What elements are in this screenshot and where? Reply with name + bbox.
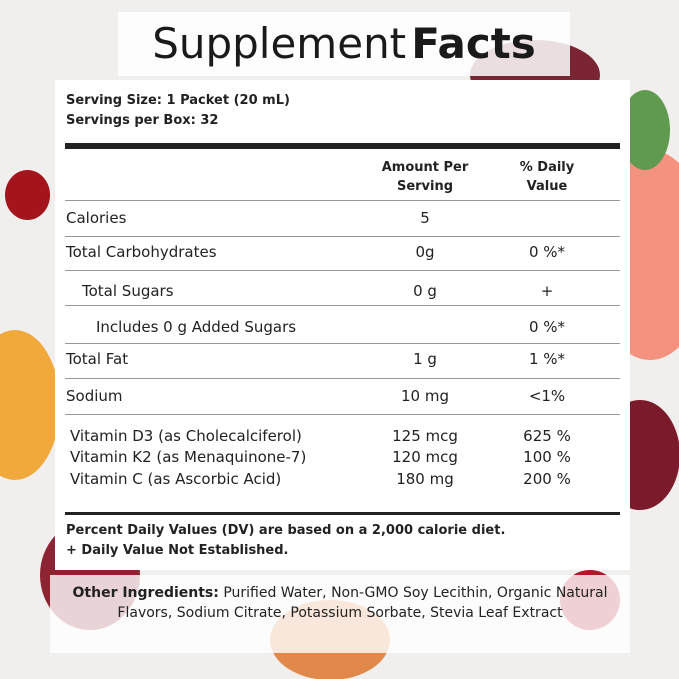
footnote: + Daily Value Not Established. — [66, 543, 289, 558]
column-header: % Daily Value — [519, 160, 575, 194]
row-dv: 0 %* — [528, 318, 566, 336]
title-bold: Facts — [411, 19, 536, 68]
row-amount: 180 mg — [396, 470, 454, 488]
ingredients-text: Purified Water, Non-GMO Soy Lecithin, Or… — [117, 585, 608, 621]
row-name: Includes 0 g Added Sugars — [96, 318, 297, 336]
ingredients-label: Other Ingredients: — [72, 585, 219, 601]
rule — [65, 378, 620, 379]
row-dv: 100 % — [523, 448, 571, 466]
row-dv: + — [540, 282, 554, 300]
row-name: Calories — [66, 209, 127, 227]
row-amount: 5 — [420, 209, 430, 227]
rule — [65, 414, 620, 415]
row-name: Total Sugars — [82, 282, 174, 300]
facts-panel: Serving Size: 1 Packet (20 mL) Servings … — [55, 80, 630, 570]
row-dv: 0 %* — [528, 243, 566, 261]
title-box: Supplement Facts — [118, 12, 570, 76]
row-amount: 120 mcg — [392, 448, 458, 466]
ingredients: Other Ingredients: Purified Water, Non-G… — [70, 583, 610, 623]
rule — [65, 236, 620, 237]
row-dv: 1 %* — [528, 350, 566, 368]
row-dv: 625 % — [523, 427, 571, 445]
column-header: Amount Per Serving — [381, 160, 469, 194]
thick-rule — [65, 512, 620, 515]
row-dv: 200 % — [523, 470, 571, 488]
rule — [65, 270, 620, 271]
rule — [65, 200, 620, 201]
row-name: Total Fat — [66, 350, 129, 368]
rule — [65, 305, 620, 306]
row-amount: 10 mg — [401, 387, 449, 405]
servings-per-box: Servings per Box: 32 — [66, 113, 219, 128]
row-name: Total Carbohydrates — [66, 243, 217, 261]
row-name: Vitamin C (as Ascorbic Acid) — [70, 470, 282, 488]
decor — [0, 330, 60, 480]
row-name: Vitamin K2 (as Menaquinone-7) — [70, 448, 307, 466]
serving-size: Serving Size: 1 Packet (20 mL) — [66, 93, 290, 108]
row-amount: 0g — [415, 243, 435, 261]
thick-rule — [65, 143, 620, 149]
ingredients-box: Other Ingredients: Purified Water, Non-G… — [50, 575, 630, 653]
row-amount: 0 g — [413, 282, 437, 300]
row-name: Sodium — [66, 387, 123, 405]
footnote: Percent Daily Values (DV) are based on a… — [66, 523, 506, 538]
title-light: Supplement — [152, 19, 407, 68]
rule — [65, 343, 620, 344]
row-dv: <1% — [528, 387, 566, 405]
row-amount: 125 mcg — [392, 427, 458, 445]
decor — [5, 170, 50, 220]
row-name: Vitamin D3 (as Cholecalciferol) — [70, 427, 302, 445]
row-amount: 1 g — [413, 350, 437, 368]
